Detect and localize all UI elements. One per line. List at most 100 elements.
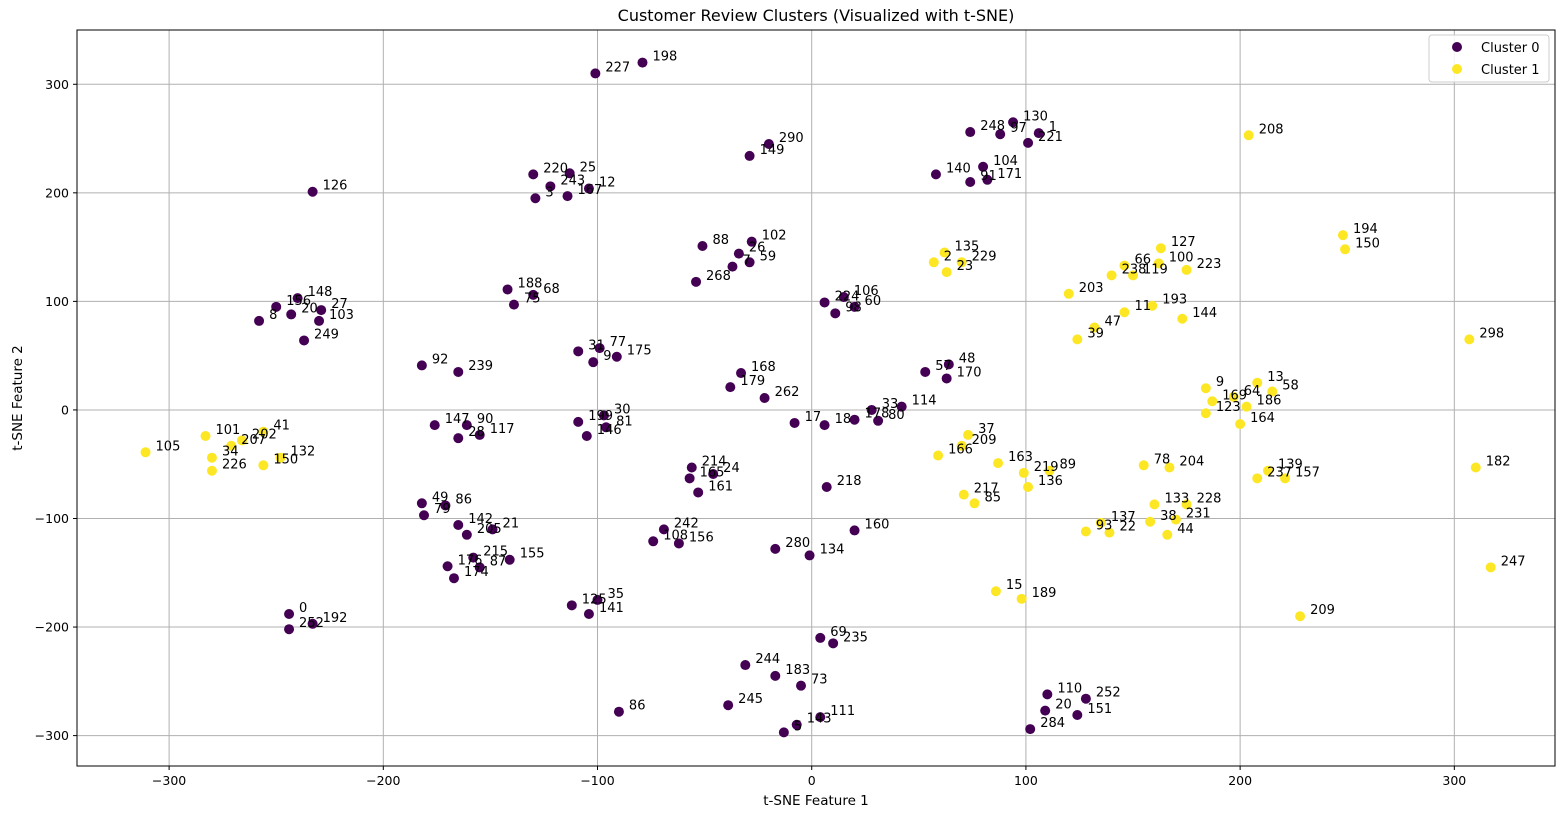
point-label: 5 <box>794 719 802 734</box>
point-label: 170 <box>957 365 982 380</box>
data-point-cluster-0 <box>562 191 573 202</box>
point-label: 164 <box>1250 411 1275 426</box>
data-point-cluster-1 <box>1149 499 1160 510</box>
legend-marker-cluster-1 <box>1452 64 1462 74</box>
point-label: 186 <box>1257 394 1282 409</box>
point-label: 18 <box>835 412 852 427</box>
x-axis-label: t-SNE Feature 1 <box>763 793 869 809</box>
point-label: 203 <box>1079 281 1104 296</box>
point-label: 242 <box>674 516 699 531</box>
point-label: 268 <box>706 269 731 284</box>
point-label: 132 <box>290 445 315 460</box>
data-point-cluster-0 <box>581 430 592 441</box>
point-label: 75 <box>524 292 541 307</box>
point-label: 135 <box>955 240 980 255</box>
point-label: 106 <box>854 284 879 299</box>
point-label: 175 <box>627 344 652 359</box>
legend-marker-cluster-0 <box>1452 42 1462 52</box>
data-point-cluster-1 <box>1262 465 1273 476</box>
data-point-cluster-1 <box>990 586 1001 597</box>
data-point-cluster-0 <box>611 351 622 362</box>
data-point-cluster-1 <box>1128 270 1139 281</box>
data-point-cluster-0 <box>1023 137 1034 148</box>
axis-ticks: −300 −200 −100 0 100 200 300−300−200−100010020… <box>35 77 1467 788</box>
point-label: 39 <box>1087 326 1104 341</box>
point-label: 169 <box>1222 388 1247 403</box>
data-point-cluster-1 <box>1235 419 1246 430</box>
data-point-cluster-0 <box>474 562 485 573</box>
point-label: 298 <box>1479 326 1504 341</box>
point-label: 252 <box>1096 686 1121 701</box>
point-label: 247 <box>1501 554 1526 569</box>
data-point-cluster-0 <box>416 360 427 371</box>
point-label: 238 <box>1122 262 1147 277</box>
point-label: 220 <box>543 161 568 176</box>
point-label: 47 <box>1104 314 1121 329</box>
point-label: 110 <box>1057 681 1082 696</box>
data-point-cluster-0 <box>819 420 830 431</box>
point-label: 85 <box>985 490 1002 505</box>
data-point-cluster-0 <box>299 335 310 346</box>
point-label: 108 <box>663 528 688 543</box>
data-point-cluster-0 <box>292 293 303 304</box>
point-label: 114 <box>912 394 937 409</box>
data-point-cluster-0 <box>686 462 697 473</box>
data-point-cluster-0 <box>791 719 802 730</box>
point-label: 290 <box>779 131 804 146</box>
point-label: 189 <box>1032 586 1057 601</box>
data-point-cluster-1 <box>1080 526 1091 537</box>
data-point-cluster-1 <box>1181 499 1192 510</box>
data-point-cluster-0 <box>821 482 832 493</box>
data-point-cluster-0 <box>598 410 609 421</box>
point-label: 179 <box>740 374 765 389</box>
point-label: 57 <box>935 359 952 374</box>
data-point-cluster-0 <box>284 624 295 635</box>
data-point-cluster-0 <box>1025 724 1036 735</box>
data-point-cluster-1 <box>1164 462 1175 473</box>
data-point-cluster-0 <box>453 520 464 531</box>
data-point-cluster-0 <box>583 609 594 620</box>
plot-area-frame <box>76 29 1556 767</box>
data-point-cluster-0 <box>442 561 453 572</box>
data-point-cluster-0 <box>819 297 830 308</box>
data-point-cluster-1 <box>1340 244 1351 255</box>
data-point-cluster-1 <box>1153 258 1164 269</box>
data-point-cluster-0 <box>920 366 931 377</box>
point-label: 49 <box>432 490 449 505</box>
data-point-cluster-0 <box>849 301 860 312</box>
data-point-cluster-0 <box>461 420 472 431</box>
data-point-cluster-0 <box>733 248 744 259</box>
point-label: 73 <box>811 673 828 688</box>
point-label: 174 <box>464 565 489 580</box>
data-point-cluster-1 <box>1145 516 1156 527</box>
point-label: 192 <box>323 611 348 626</box>
data-point-cluster-1 <box>206 465 217 476</box>
data-point-cluster-1 <box>275 452 286 463</box>
data-point-cluster-1 <box>1072 334 1083 345</box>
point-label: 165 <box>700 465 725 480</box>
point-label: 93 <box>1096 519 1113 534</box>
data-point-cluster-0 <box>468 552 479 563</box>
data-point-cluster-0 <box>601 422 612 433</box>
x-tick-label: −200 <box>366 773 400 788</box>
data-point-cluster-0 <box>316 305 327 316</box>
point-label: 142 <box>468 512 493 527</box>
data-point-cluster-1 <box>1252 377 1263 388</box>
data-point-cluster-1 <box>939 247 950 258</box>
point-label: 221 <box>1038 130 1063 145</box>
point-label: 22 <box>1119 520 1136 535</box>
data-point-cluster-0 <box>1008 117 1019 128</box>
point-label: 231 <box>1186 507 1211 522</box>
data-point-cluster-1 <box>1228 391 1239 402</box>
point-label: 20 <box>301 301 318 316</box>
point-label: 204 <box>1179 454 1204 469</box>
data-point-cluster-0 <box>429 420 440 431</box>
y-tick-label: −200 <box>35 620 69 635</box>
data-point-cluster-0 <box>1042 689 1053 700</box>
point-label: 150 <box>273 452 298 467</box>
point-label: 60 <box>865 294 882 309</box>
point-label: 66 <box>1134 253 1151 268</box>
data-point-cluster-1 <box>1470 462 1481 473</box>
point-label: 126 <box>323 179 348 194</box>
